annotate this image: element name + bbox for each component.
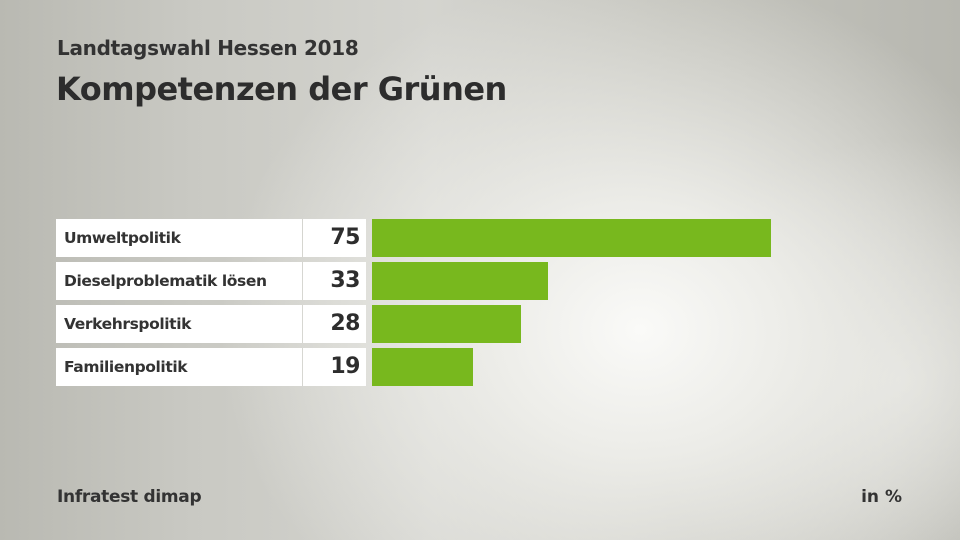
- chart-subtitle: Landtagswahl Hessen 2018: [57, 36, 359, 60]
- category-label: Verkehrspolitik: [56, 305, 302, 343]
- category-label: Umweltpolitik: [56, 219, 302, 257]
- source-label: Infratest dimap: [57, 487, 202, 507]
- chart-title: Kompetenzen der Grünen: [56, 70, 507, 108]
- value-label: 19: [303, 348, 366, 386]
- value-label: 33: [303, 262, 366, 300]
- value-label: 75: [303, 219, 366, 257]
- bar: [372, 348, 474, 386]
- category-label: Familienpolitik: [56, 348, 302, 386]
- bar: [372, 305, 521, 343]
- category-label: Dieselproblematik lösen: [56, 262, 302, 300]
- value-label: 28: [303, 305, 366, 343]
- unit-label: in %: [861, 487, 902, 507]
- bar: [372, 219, 771, 257]
- bar: [372, 262, 548, 300]
